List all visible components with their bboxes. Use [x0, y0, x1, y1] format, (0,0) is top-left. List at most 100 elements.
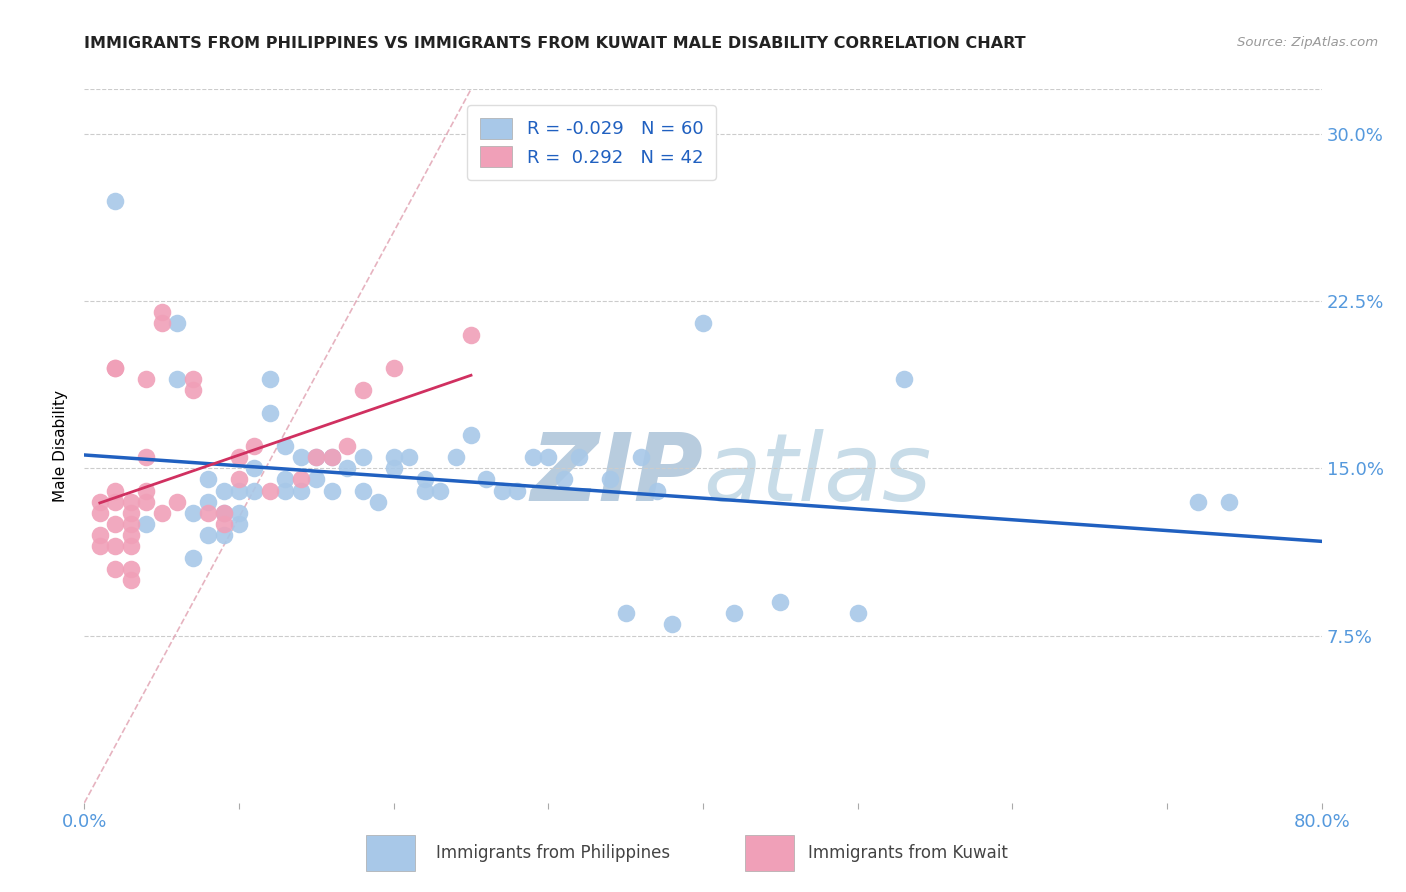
Point	[104, 494, 127, 508]
Point	[413, 483, 436, 498]
Point	[382, 461, 405, 475]
Point	[120, 528, 142, 542]
Point	[491, 483, 513, 498]
Point	[104, 539, 127, 553]
Point	[336, 439, 359, 453]
Point	[846, 607, 869, 621]
Point	[166, 372, 188, 386]
Point	[120, 494, 142, 508]
Point	[150, 506, 173, 520]
Point	[89, 506, 111, 520]
Point	[104, 360, 127, 375]
Point	[150, 305, 173, 319]
Point	[475, 473, 498, 487]
Point	[645, 483, 668, 498]
FancyBboxPatch shape	[745, 835, 794, 871]
Point	[135, 372, 157, 386]
Point	[197, 473, 219, 487]
Point	[181, 506, 204, 520]
Point	[723, 607, 745, 621]
Point	[243, 483, 266, 498]
Point	[522, 450, 544, 465]
Point	[212, 483, 235, 498]
Point	[506, 483, 529, 498]
Point	[321, 450, 343, 465]
Point	[212, 517, 235, 532]
Point	[1187, 494, 1209, 508]
Point	[274, 483, 297, 498]
Point	[290, 450, 312, 465]
Point	[135, 494, 157, 508]
Point	[661, 617, 683, 632]
Point	[553, 473, 575, 487]
Point	[321, 450, 343, 465]
Point	[305, 450, 328, 465]
Text: Source: ZipAtlas.com: Source: ZipAtlas.com	[1237, 36, 1378, 49]
Point	[135, 517, 157, 532]
Text: atlas: atlas	[703, 429, 931, 520]
Point	[352, 450, 374, 465]
Point	[104, 483, 127, 498]
Point	[429, 483, 451, 498]
Point	[769, 595, 792, 609]
Point	[228, 483, 250, 498]
Text: ZIP: ZIP	[530, 428, 703, 521]
Point	[181, 384, 204, 398]
Point	[614, 607, 637, 621]
Point	[228, 517, 250, 532]
Point	[89, 494, 111, 508]
Point	[104, 562, 127, 576]
Point	[181, 550, 204, 565]
Point	[413, 473, 436, 487]
Point	[274, 473, 297, 487]
Point	[120, 517, 142, 532]
Point	[228, 473, 250, 487]
Point	[228, 450, 250, 465]
Point	[305, 473, 328, 487]
Point	[135, 450, 157, 465]
Point	[197, 506, 219, 520]
Point	[274, 439, 297, 453]
Text: IMMIGRANTS FROM PHILIPPINES VS IMMIGRANTS FROM KUWAIT MALE DISABILITY CORRELATIO: IMMIGRANTS FROM PHILIPPINES VS IMMIGRANT…	[84, 36, 1026, 51]
Point	[444, 450, 467, 465]
Point	[599, 473, 621, 487]
Y-axis label: Male Disability: Male Disability	[53, 390, 69, 502]
Point	[460, 427, 482, 442]
Point	[181, 372, 204, 386]
Point	[120, 539, 142, 553]
Point	[89, 528, 111, 542]
Point	[197, 494, 219, 508]
Point	[89, 539, 111, 553]
Point	[243, 439, 266, 453]
Point	[568, 450, 591, 465]
Point	[228, 506, 250, 520]
Point	[104, 360, 127, 375]
Text: Immigrants from Kuwait: Immigrants from Kuwait	[808, 844, 1008, 862]
Point	[893, 372, 915, 386]
Point	[259, 405, 281, 420]
Point	[104, 194, 127, 208]
Point	[104, 517, 127, 532]
Point	[243, 461, 266, 475]
Point	[630, 450, 652, 465]
Point	[290, 483, 312, 498]
Point	[259, 372, 281, 386]
Point	[367, 494, 389, 508]
Point	[537, 450, 560, 465]
Point	[120, 573, 142, 587]
Point	[290, 473, 312, 487]
Point	[398, 450, 420, 465]
Point	[305, 450, 328, 465]
Point	[352, 384, 374, 398]
Point	[460, 327, 482, 342]
Point	[336, 461, 359, 475]
Legend: R = -0.029   N = 60, R =  0.292   N = 42: R = -0.029 N = 60, R = 0.292 N = 42	[467, 105, 716, 179]
FancyBboxPatch shape	[366, 835, 415, 871]
Point	[150, 317, 173, 331]
Point	[382, 360, 405, 375]
Point	[321, 483, 343, 498]
Point	[120, 506, 142, 520]
Point	[1218, 494, 1240, 508]
Point	[166, 494, 188, 508]
Point	[352, 483, 374, 498]
